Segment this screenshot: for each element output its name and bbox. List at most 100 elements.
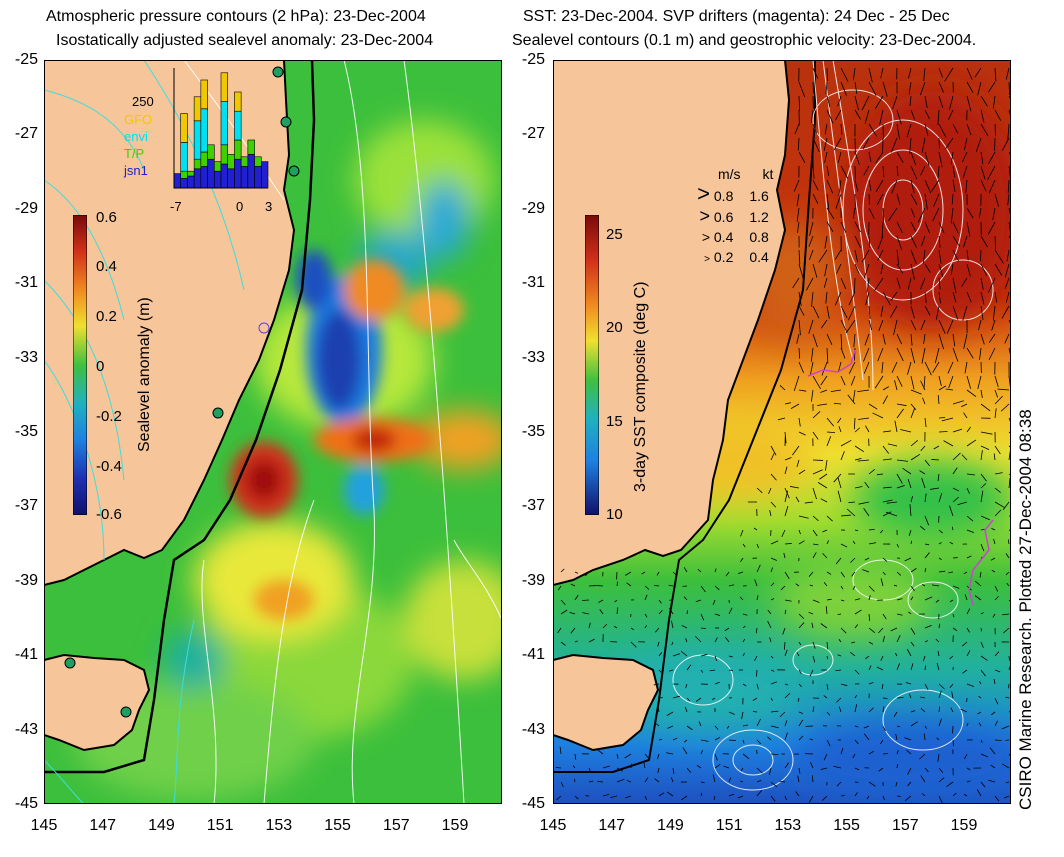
velocity-arrow — [658, 669, 662, 673]
velocity-arrow — [798, 613, 805, 620]
velocity-arrow — [685, 638, 688, 643]
velocity-arrow — [833, 765, 842, 769]
velocity-arrow — [1008, 417, 1011, 424]
velocity-arrow — [874, 375, 884, 389]
velocity-arrow — [616, 778, 625, 783]
velocity-arrow — [820, 389, 828, 393]
left-cb-tick: -0.4 — [96, 458, 122, 475]
velocity-arrow — [907, 361, 912, 375]
velocity-arrow — [770, 473, 777, 481]
velocity-arrow — [770, 453, 775, 461]
velocity-arrow — [1005, 696, 1010, 699]
velocity-arrow — [874, 95, 884, 110]
velocity-arrow — [994, 249, 1004, 264]
velocity-arrow — [910, 710, 916, 713]
velocity-arrow — [920, 319, 926, 331]
velocity-arrow — [672, 695, 681, 699]
velocity-arrow — [769, 509, 772, 517]
velocity-arrow — [756, 543, 759, 549]
velocity-arrow — [1008, 599, 1011, 603]
velocity-arrow — [963, 571, 968, 575]
velocity-arrow — [924, 109, 930, 120]
lat-tick-label: -37 — [521, 497, 545, 515]
velocity-arrow — [910, 263, 915, 280]
velocity-arrow — [952, 235, 961, 247]
velocity-arrow — [698, 721, 702, 727]
velocity-arrow — [794, 123, 800, 135]
arrow-icon: > — [697, 181, 710, 206]
histogram-bar — [234, 91, 242, 112]
velocity-arrow — [863, 165, 870, 176]
velocity-arrow — [825, 291, 828, 304]
velocity-arrow — [768, 767, 772, 776]
velocity-arrow — [980, 528, 985, 531]
velocity-arrow — [891, 179, 898, 194]
velocity-arrow — [738, 571, 744, 574]
velocity-arrow — [896, 375, 903, 387]
lon-tick-label: 145 — [30, 817, 58, 834]
velocity-arrow — [798, 95, 801, 112]
velocity-arrow — [826, 221, 834, 232]
velocity-arrow — [826, 207, 835, 220]
velocity-arrow — [820, 767, 828, 770]
velocity-arrow — [920, 775, 926, 783]
velocity-arrow — [857, 389, 870, 393]
velocity-arrow — [754, 655, 758, 661]
velocity-arrow — [948, 375, 954, 389]
velocity-arrow — [811, 775, 814, 783]
velocity-arrow — [683, 596, 688, 601]
velocity-arrow — [880, 578, 884, 587]
velocity-arrow — [943, 440, 954, 447]
velocity-arrow — [669, 607, 674, 615]
velocity-legend-row: > 0.6 1.2 — [680, 206, 773, 227]
lon-tick-label: 159 — [950, 817, 978, 834]
velocity-arrow — [852, 753, 856, 759]
velocity-arrow — [573, 778, 576, 783]
velocity-arrow — [990, 711, 996, 716]
velocity-arrow — [936, 663, 940, 671]
velocity-arrow — [656, 723, 660, 727]
velocity-arrow — [681, 795, 688, 801]
velocity-arrow — [910, 319, 917, 331]
velocity-arrow — [792, 445, 800, 456]
velocity-arrow — [812, 179, 819, 191]
velocity-arrow — [742, 652, 745, 657]
velocity-arrow — [993, 679, 996, 685]
velocity-arrow — [966, 487, 970, 494]
velocity-arrow — [812, 529, 818, 537]
velocity-arrow — [980, 305, 984, 320]
velocity-arrow — [865, 655, 870, 660]
velocity-arrow — [938, 690, 942, 699]
histogram-bar — [227, 168, 235, 189]
velocity-arrow — [960, 708, 968, 713]
velocity-arrow — [896, 249, 900, 265]
velocity-arrow — [1006, 249, 1010, 262]
velocity-arrow — [812, 543, 819, 546]
velocity-arrow — [994, 291, 998, 303]
velocity-arrow — [994, 193, 1000, 207]
velocity-arrow — [950, 263, 954, 275]
velocity-arrow — [910, 403, 917, 410]
velocity-arrow — [952, 613, 955, 618]
velocity-arrow — [951, 193, 954, 205]
speed-kt: 1.2 — [749, 209, 769, 225]
velocity-arrow — [882, 725, 886, 732]
velocity-arrow — [910, 721, 918, 727]
velocity-arrow — [1005, 553, 1010, 559]
velocity-arrow — [854, 221, 861, 233]
velocity-arrow — [714, 585, 720, 591]
velocity-arrow — [792, 277, 800, 289]
velocity-arrow — [966, 221, 971, 237]
right-title-line1: SST: 23-Dec-2004. SVP drifters (magenta)… — [523, 8, 950, 25]
velocity-arrow — [931, 584, 940, 587]
velocity-arrow — [880, 263, 884, 274]
velocity-arrow — [695, 599, 702, 603]
velocity-arrow — [797, 775, 800, 783]
histogram-bar — [180, 178, 188, 189]
velocity-arrow — [966, 123, 972, 136]
velocity-arrow — [616, 753, 619, 759]
velocity-arrow — [950, 207, 954, 224]
velocity-arrow — [924, 123, 929, 136]
velocity-arrow — [987, 165, 996, 181]
velocity-arrow — [980, 445, 990, 451]
